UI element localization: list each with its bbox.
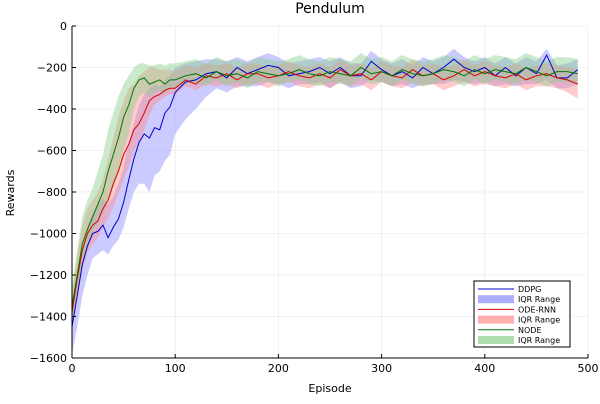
legend-label-series-2: ODE-RNN bbox=[518, 305, 556, 314]
legend-label-series-1: DDPG bbox=[518, 285, 541, 294]
y-tick-label: 0 bbox=[60, 20, 67, 33]
legend-band-swatch-1 bbox=[478, 295, 514, 304]
legend-band-swatch-2 bbox=[478, 315, 514, 324]
chart-title: Pendulum bbox=[295, 1, 365, 17]
legend-label-band-3: IQR Range bbox=[518, 336, 560, 345]
y-tick-label: −1600 bbox=[30, 352, 67, 365]
iqr-band-series-2 bbox=[72, 59, 578, 329]
y-tick-label: −200 bbox=[37, 62, 67, 75]
y-tick-label: −400 bbox=[37, 103, 67, 116]
line-series-2 bbox=[71, 68, 578, 313]
grid bbox=[71, 25, 589, 359]
y-tick-label: −1400 bbox=[30, 311, 67, 324]
y-tick-label: −800 bbox=[37, 186, 67, 199]
line-series-3 bbox=[71, 66, 578, 307]
x-tick-label: 400 bbox=[474, 362, 495, 375]
legend-label-band-1: IQR Range bbox=[518, 295, 560, 304]
x-axis-label: Episode bbox=[308, 382, 351, 395]
y-tick-label: −1000 bbox=[30, 228, 67, 241]
legend-label-band-2: IQR Range bbox=[518, 316, 560, 325]
x-tick-label: 100 bbox=[165, 362, 186, 375]
legend-band-swatch-3 bbox=[478, 336, 514, 344]
x-tick-label: 0 bbox=[69, 362, 76, 375]
y-tick-label: −600 bbox=[37, 145, 67, 158]
series-lines bbox=[71, 53, 579, 327]
y-tick-label: −1200 bbox=[30, 269, 67, 282]
x-tick-label: 300 bbox=[371, 362, 392, 375]
legend-label-series-3: NODE bbox=[518, 326, 542, 335]
line-series-1 bbox=[71, 53, 579, 327]
x-tick-label: 200 bbox=[268, 362, 289, 375]
x-tick-label: 500 bbox=[578, 362, 599, 375]
axes: 0 100 200 300 400 500 −1600 −1400 −1200 −1000 −800… bbox=[30, 20, 599, 375]
y-axis-label: Rewards bbox=[4, 169, 17, 216]
